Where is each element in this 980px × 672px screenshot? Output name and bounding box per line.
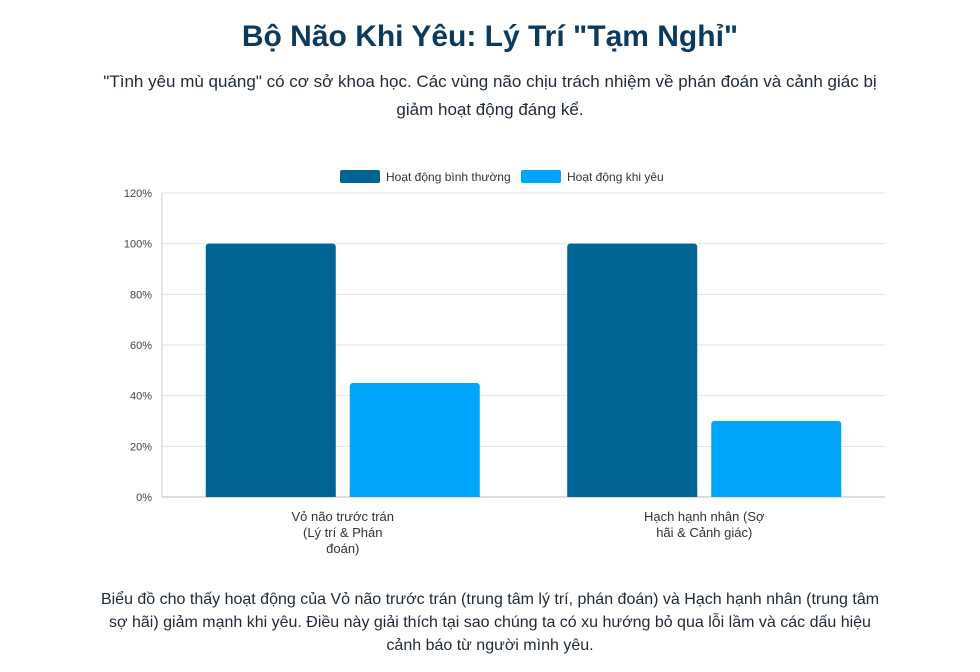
x-tick-label: (Lý trí & Phán	[303, 525, 382, 540]
y-tick-label: 40%	[130, 391, 152, 403]
x-tick-label: Hạch hạnh nhân (Sợ	[644, 509, 765, 524]
x-tick-label: hãi & Cảnh giác)	[656, 525, 752, 540]
bar	[205, 243, 336, 497]
page-title: Bộ Não Khi Yêu: Lý Trí "Tạm Nghỉ"	[241, 20, 739, 53]
y-tick-label: 0%	[136, 492, 152, 504]
bar	[567, 243, 698, 497]
legend-label: Hoạt động bình thường	[386, 170, 511, 184]
page-subtitle: "Tình yêu mù quáng" có cơ sở khoa học. C…	[103, 72, 877, 119]
x-tick-label: Vỏ não trước trán	[292, 509, 395, 524]
chart-caption: Biểu đồ cho thấy hoạt động của Vỏ não tr…	[100, 591, 880, 654]
y-tick-label: 80%	[130, 289, 152, 301]
bar-base	[567, 493, 698, 497]
y-tick-label: 60%	[130, 340, 152, 352]
bar	[349, 383, 480, 497]
y-tick-label: 100%	[124, 239, 152, 251]
bar	[711, 421, 842, 497]
legend-swatch	[340, 170, 380, 183]
bar-base	[711, 493, 842, 497]
legend-label: Hoạt động khi yêu	[567, 170, 664, 184]
legend-swatch	[521, 170, 561, 183]
bar-base	[349, 493, 480, 497]
y-tick-label: 20%	[130, 441, 152, 453]
x-tick-label: đoán)	[326, 541, 359, 556]
bar-chart: 0% 20% 40% 60% 80% 100% 120% Vỏ não trước trán(…	[124, 170, 885, 556]
y-tick-label: 120%	[124, 188, 152, 200]
chart-container: 0% 20% 40% 60% 80% 100% 120% Vỏ não trước trán(…	[0, 160, 980, 570]
bar-base	[205, 493, 336, 497]
